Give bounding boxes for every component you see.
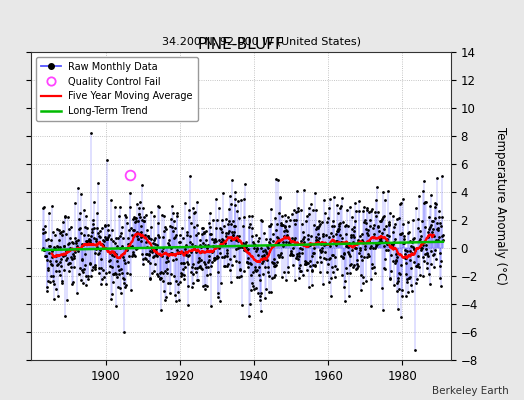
Text: 34.200 N, 92.000 W (United States): 34.200 N, 92.000 W (United States)	[162, 36, 362, 46]
Title: PINE-BLUFF: PINE-BLUFF	[198, 37, 285, 52]
Text: Berkeley Earth: Berkeley Earth	[432, 386, 508, 396]
Legend: Raw Monthly Data, Quality Control Fail, Five Year Moving Average, Long-Term Tren: Raw Monthly Data, Quality Control Fail, …	[36, 57, 198, 121]
Y-axis label: Temperature Anomaly (°C): Temperature Anomaly (°C)	[495, 127, 507, 285]
